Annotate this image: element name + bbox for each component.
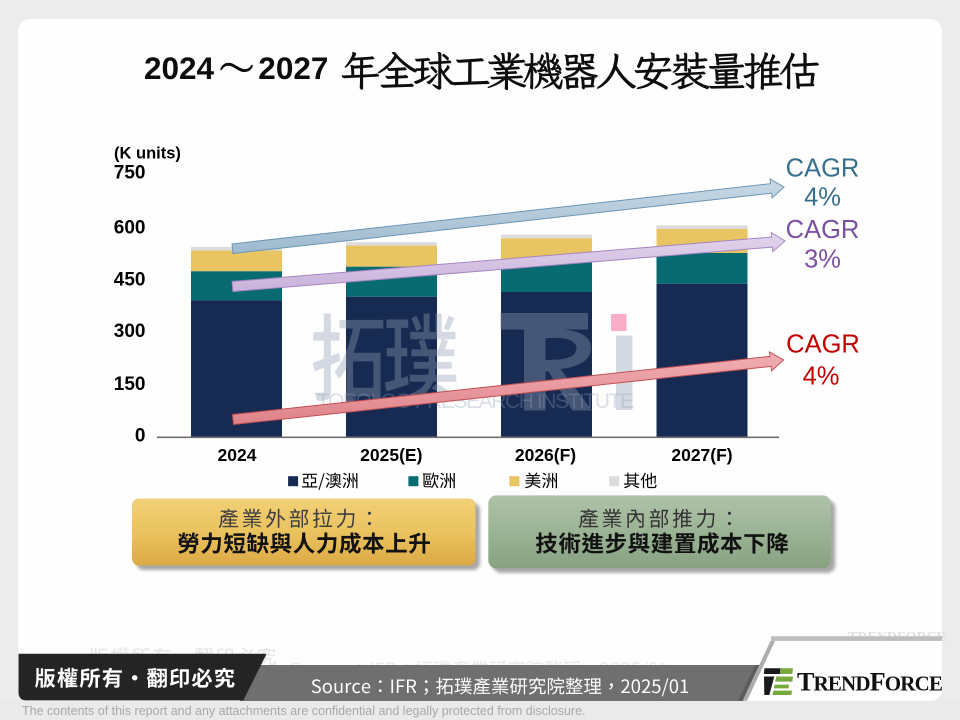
svg-text:750: 750 bbox=[114, 163, 146, 184]
svg-text:TRENDFORCE: TRENDFORCE bbox=[797, 668, 943, 697]
svg-text:3%: 3% bbox=[804, 246, 841, 274]
svg-text:4%: 4% bbox=[804, 183, 841, 211]
svg-text:2024: 2024 bbox=[144, 50, 215, 86]
svg-text:0: 0 bbox=[135, 426, 146, 447]
svg-text:4%: 4% bbox=[803, 363, 840, 391]
svg-text:450: 450 bbox=[114, 269, 146, 290]
svg-text:2024: 2024 bbox=[218, 445, 257, 465]
svg-text:(K units): (K units) bbox=[114, 145, 181, 163]
svg-text:The contents of this report an: The contents of this report and any atta… bbox=[22, 704, 586, 718]
svg-text:300: 300 bbox=[114, 321, 146, 342]
svg-text:600: 600 bbox=[114, 218, 146, 239]
svg-text:CAGR: CAGR bbox=[786, 216, 860, 244]
svg-text:2025(E): 2025(E) bbox=[360, 445, 422, 465]
svg-text:CAGR: CAGR bbox=[786, 155, 860, 183]
svg-text:2027(F): 2027(F) bbox=[671, 445, 732, 465]
svg-text:2027: 2027 bbox=[258, 50, 328, 86]
svg-text:2026(F): 2026(F) bbox=[515, 445, 576, 465]
svg-text:CAGR: CAGR bbox=[786, 330, 860, 358]
svg-text:150: 150 bbox=[114, 374, 146, 395]
